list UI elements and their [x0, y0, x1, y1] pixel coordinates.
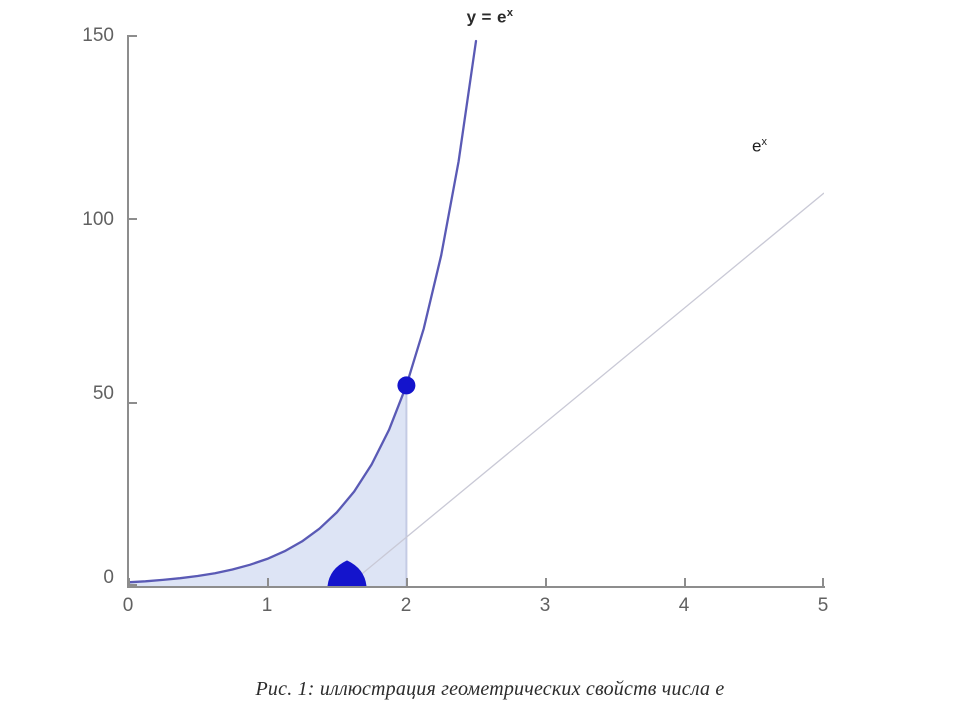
- ytick-mark-50: [129, 402, 137, 404]
- triangle-marker: [327, 560, 367, 586]
- area-under-curve-fill: [128, 385, 407, 586]
- xtick-label-0: 0: [122, 595, 134, 616]
- figure-caption: Рис. 1: иллюстрация геометрических свойс…: [255, 678, 725, 700]
- chart-title: y = ex: [0, 3, 980, 28]
- exponential-curve: [128, 39, 478, 584]
- curve-annotation-base: e: [752, 136, 762, 156]
- curve-annotation-label: ex: [752, 133, 767, 156]
- xtick-mark-5: [822, 578, 824, 586]
- point-marker: [397, 376, 416, 395]
- xtick-label-4: 4: [678, 595, 690, 616]
- ytick-mark-0: [129, 584, 137, 586]
- plot-svg: [128, 39, 824, 586]
- ytick-mark-100: [129, 218, 137, 220]
- y-axis-spine: [127, 35, 129, 586]
- tangent-line: [346, 192, 824, 586]
- plot-area: [127, 35, 825, 588]
- xtick-label-5: 5: [817, 595, 829, 616]
- xtick-mark-1: [267, 578, 269, 586]
- ytick-label-0: 0: [103, 567, 114, 588]
- xtick-mark-4: [684, 578, 686, 586]
- chart-title-exponent: x: [506, 7, 514, 19]
- xtick-label-1: 1: [261, 595, 273, 616]
- xtick-label-3: 3: [539, 595, 551, 616]
- chart-title-base: y = e: [466, 7, 507, 27]
- xtick-mark-2: [406, 578, 408, 586]
- xtick-mark-0: [128, 578, 130, 586]
- xtick-mark-3: [545, 578, 547, 586]
- x-axis-spine: [127, 586, 825, 588]
- ytick-label-100: 100: [82, 209, 114, 230]
- curve-annotation-exponent: x: [761, 136, 767, 148]
- xtick-label-2: 2: [400, 595, 412, 616]
- ytick-label-150: 150: [82, 25, 114, 46]
- ytick-label-50: 50: [92, 383, 114, 404]
- ytick-mark-150: [129, 35, 137, 37]
